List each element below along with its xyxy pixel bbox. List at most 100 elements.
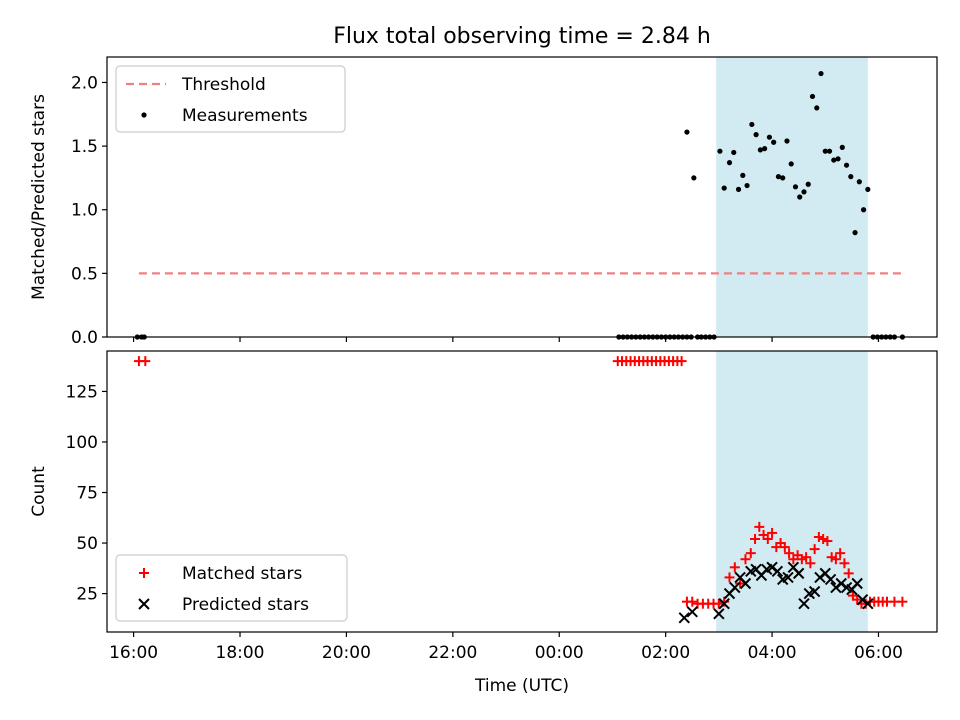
measurement-point [753, 132, 759, 138]
measurement-point [843, 162, 850, 168]
measurement-point [721, 185, 727, 191]
measurement-point [801, 189, 807, 195]
shaded-span [716, 57, 868, 337]
measurement-point [717, 148, 723, 154]
x-stroke [718, 597, 730, 610]
x-tick-label: 02:00 [641, 643, 690, 663]
measurement-point [766, 134, 773, 140]
axes-frame [106, 56, 938, 338]
x-tick-label: 16:00 [109, 643, 158, 663]
predicted-star-point [862, 597, 874, 610]
x-stroke [686, 606, 698, 618]
matched-star-point [750, 534, 761, 545]
matched-star-point [729, 562, 740, 573]
legend-box [115, 554, 348, 622]
legend: Matched stars Predicted stars [115, 554, 348, 622]
measurement-point [762, 146, 768, 152]
legend-box [115, 65, 346, 133]
y-tick-label: 125 [66, 382, 98, 402]
matched-star-point [713, 598, 724, 609]
measurement-point [805, 181, 811, 187]
matched-star-point [140, 356, 151, 367]
measurement-point [784, 138, 790, 144]
predicted-star-point [729, 581, 741, 594]
measurement-point [856, 179, 862, 185]
y-axis-label: Matched/Predicted stars [29, 94, 49, 300]
measurement-point [731, 149, 737, 156]
measurement-point [740, 172, 746, 178]
measurement-point [749, 121, 755, 128]
measurement-point [735, 186, 742, 192]
predicted-star-point [792, 567, 805, 580]
x-tick-label: 06:00 [854, 643, 903, 663]
measurement-point [865, 186, 871, 192]
measurement-point [818, 70, 824, 77]
x-stroke [713, 608, 725, 620]
legend-label: Matched stars [182, 564, 302, 584]
predicted-star-point [824, 573, 837, 586]
count-panel: 25 50 75 100 125 16:00 18:00 20:00 22:00 00:00 02:… [29, 350, 938, 696]
matched-star-point [835, 548, 846, 559]
matched-star-point [801, 552, 812, 563]
measurement-point [771, 139, 777, 145]
x-axis-label: Time (UTC) [474, 676, 569, 696]
x-stroke [787, 561, 800, 574]
y-tick-label: 25 [76, 585, 98, 605]
x-stroke [824, 573, 837, 586]
legend-predicted-swatch [138, 598, 150, 610]
chart-title: Flux total observing time = 2.84 h [333, 24, 711, 49]
matched-star-point [843, 568, 854, 579]
y-axis-label: Count [29, 466, 49, 517]
x-stroke [792, 567, 805, 580]
predicted-star-point [851, 577, 863, 590]
y-tick-label: 50 [76, 534, 98, 554]
measurement-point [826, 148, 833, 154]
matched-star-point [740, 554, 751, 565]
matched-star-point [762, 534, 773, 545]
predicted-star-point [678, 612, 690, 624]
measurement-point [860, 207, 867, 213]
x-tick-label: 20:00 [322, 643, 371, 663]
x-stroke [138, 598, 150, 610]
x-tick-label: 04:00 [748, 643, 797, 663]
predicted-star-point [739, 577, 752, 590]
matched-star-point [745, 548, 756, 559]
x-stroke [734, 571, 746, 584]
x-stroke [819, 567, 831, 580]
legend-measurement-swatch [141, 112, 147, 118]
legend-matched-swatch [139, 568, 149, 578]
predicted-star-point [782, 571, 794, 584]
matched-star-point [767, 527, 778, 538]
matched-star-point [676, 356, 687, 367]
x-tick-label: 22:00 [428, 643, 477, 663]
x-stroke [782, 571, 794, 584]
predicted-star-point [808, 585, 821, 598]
x-stroke [862, 597, 874, 610]
x-tick-label: 18:00 [216, 643, 265, 663]
matched-star-point [809, 544, 820, 555]
measurement-point [726, 160, 733, 166]
x-stroke [851, 577, 863, 590]
y-tick-label: 1.5 [71, 137, 98, 157]
x-stroke [729, 581, 741, 594]
y-tick-label: 2.0 [71, 73, 98, 93]
predicted-star-point [686, 606, 698, 618]
measurement-point [691, 175, 697, 181]
measurement-point [792, 184, 799, 190]
matched-star-point [784, 548, 795, 559]
matched-star-point [805, 558, 816, 569]
matched-star-point [779, 542, 790, 553]
legend-label: Threshold [181, 75, 266, 95]
matched-star-point [754, 521, 765, 532]
matched-star-point [724, 572, 735, 583]
y-tick-label: 0.5 [71, 264, 98, 284]
x-stroke [771, 565, 784, 578]
matched-star-point [822, 536, 833, 547]
x-tick-label: 00:00 [535, 643, 584, 663]
matched-star-point [839, 558, 850, 569]
measurement-point [852, 230, 858, 236]
ratio-panel: 0.0 0.5 1.0 1.5 2.0 Matched/Predicted stars Th… [29, 56, 938, 348]
matched-star-point [687, 596, 698, 607]
measurement-point [775, 174, 782, 180]
x-stroke [750, 563, 762, 576]
